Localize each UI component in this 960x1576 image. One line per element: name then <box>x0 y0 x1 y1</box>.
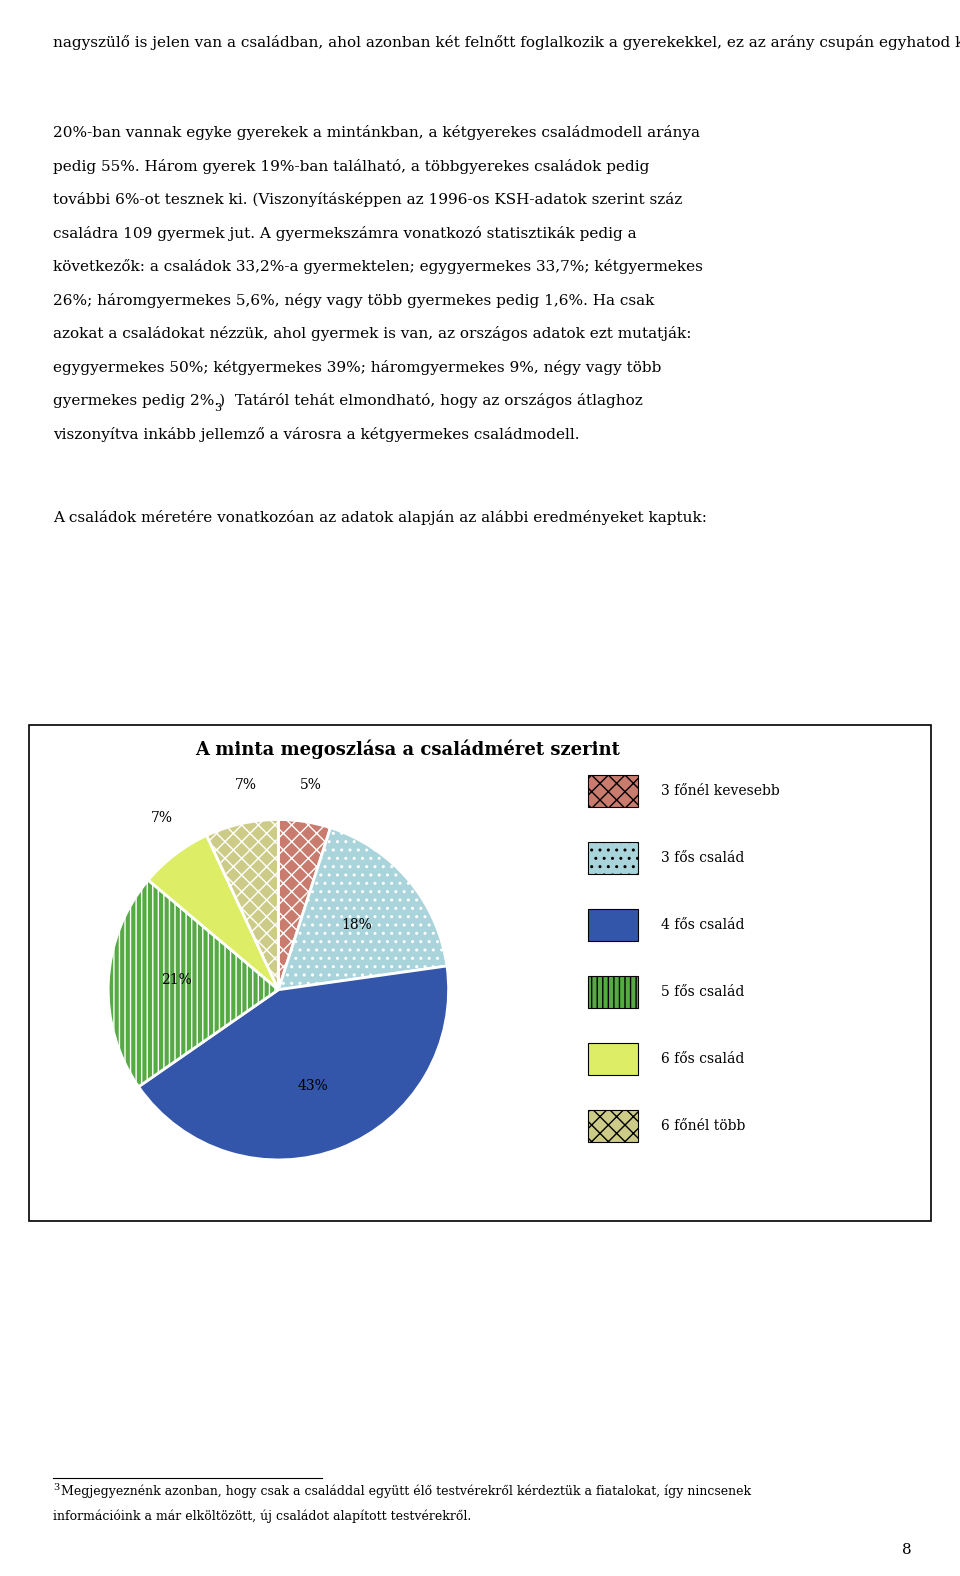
Bar <box>588 775 638 807</box>
Text: Megjegyeznénk azonban, hogy csak a családdal együtt élő testvérekről kérdeztük a: Megjegyeznénk azonban, hogy csak a csalá… <box>53 1485 751 1499</box>
Bar <box>588 1110 638 1143</box>
Text: 4 fős család: 4 fős család <box>660 917 744 931</box>
Text: 3 főnél kevesebb: 3 főnél kevesebb <box>660 783 780 797</box>
Text: 3: 3 <box>53 1483 60 1492</box>
Bar <box>588 1043 638 1075</box>
Bar <box>588 909 638 941</box>
Text: 26%; háromgyermekes 5,6%, négy vagy több gyermekes pedig 1,6%. Ha csak: 26%; háromgyermekes 5,6%, négy vagy több… <box>53 293 654 307</box>
Text: további 6%-ot tesznek ki. (Viszonyításképpen az 1996-os KSH-adatok szerint száz: további 6%-ot tesznek ki. (Viszonyításké… <box>53 192 682 208</box>
Text: 7%: 7% <box>151 812 173 824</box>
Text: azokat a családokat nézzük, ahol gyermek is van, az országos adatok ezt mutatják: azokat a családokat nézzük, ahol gyermek… <box>53 326 691 342</box>
Text: 5 fős család: 5 fős család <box>660 985 744 999</box>
Text: 8: 8 <box>902 1543 912 1557</box>
Text: 5%: 5% <box>300 777 322 791</box>
Text: 43%: 43% <box>298 1080 328 1092</box>
Text: 6 főnél több: 6 főnél több <box>660 1119 745 1133</box>
Text: 7%: 7% <box>235 777 257 791</box>
Text: A családok méretére vonatkozóan az adatok alapján az alábbi eredményeket kaptuk:: A családok méretére vonatkozóan az adato… <box>53 511 707 525</box>
Text: pedig 55%. Három gyerek 19%-ban található, a többgyerekes családok pedig: pedig 55%. Három gyerek 19%-ban találhat… <box>53 159 649 173</box>
Wedge shape <box>206 820 278 990</box>
Text: nagyszülő is jelen van a családban, ahol azonban két felnőtt foglalkozik a gyere: nagyszülő is jelen van a családban, ahol… <box>53 35 960 50</box>
Text: 6 fős család: 6 fős család <box>660 1051 744 1065</box>
Wedge shape <box>278 827 447 990</box>
Text: információink a már elköltözött, új családot alapított testvérekről.: információink a már elköltözött, új csal… <box>53 1510 471 1524</box>
Wedge shape <box>108 879 278 1087</box>
Text: egygyermekes 50%; kétgyermekes 39%; háromgyermekes 9%, négy vagy több: egygyermekes 50%; kétgyermekes 39%; háro… <box>53 359 661 375</box>
Bar <box>588 842 638 873</box>
Text: gyermekes pedig 2%.)  Tatáról tehát elmondható, hogy az országos átlaghoz: gyermekes pedig 2%.) Tatáról tehát elmon… <box>53 394 642 408</box>
Text: 20%-ban vannak egyke gyerekek a mintánkban, a kétgyerekes családmodell aránya: 20%-ban vannak egyke gyerekek a mintánkb… <box>53 126 700 140</box>
Text: 3: 3 <box>214 403 221 413</box>
Text: viszonyítva inkább jellemző a városra a kétgyermekes családmodell.: viszonyítva inkább jellemző a városra a … <box>53 427 579 441</box>
Wedge shape <box>278 820 330 990</box>
Text: 3 fős család: 3 fős család <box>660 851 744 865</box>
Text: 18%: 18% <box>342 917 372 931</box>
Text: A minta megoszlása a családméret szerint: A minta megoszlása a családméret szerint <box>196 739 620 760</box>
Bar <box>588 976 638 1009</box>
Text: következők: a családok 33,2%-a gyermektelen; egygyermekes 33,7%; kétgyermekes: következők: a családok 33,2%-a gyermekte… <box>53 260 703 274</box>
Wedge shape <box>148 835 278 990</box>
Text: családra 109 gyermek jut. A gyermekszámra vonatkozó statisztikák pedig a: családra 109 gyermek jut. A gyermekszámr… <box>53 225 636 241</box>
Text: 21%: 21% <box>161 972 192 987</box>
Wedge shape <box>138 966 448 1160</box>
